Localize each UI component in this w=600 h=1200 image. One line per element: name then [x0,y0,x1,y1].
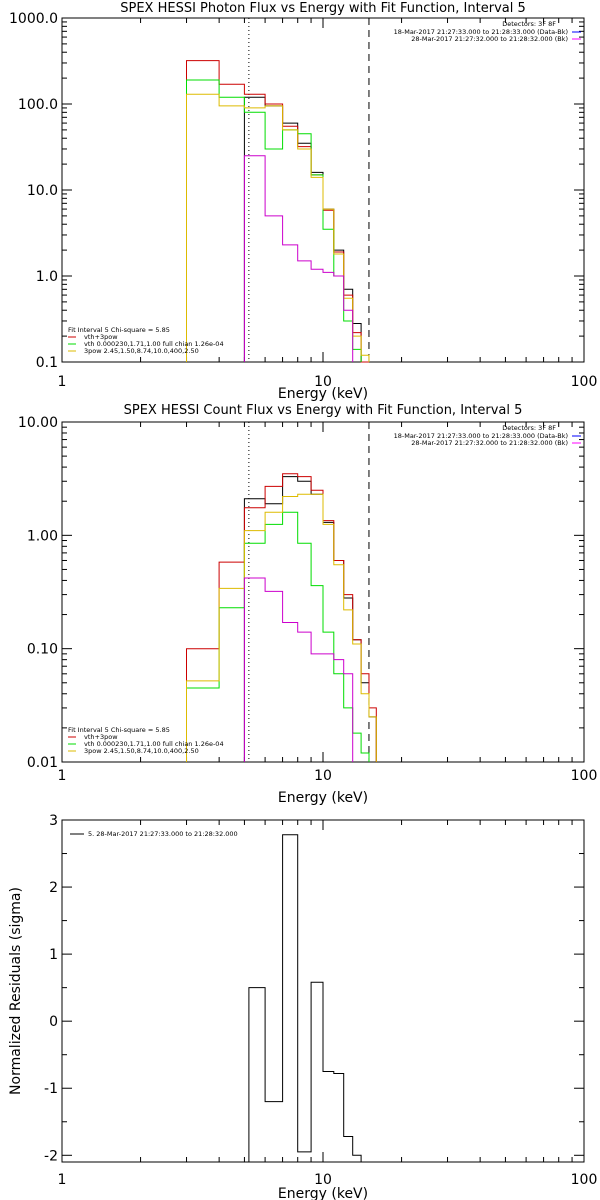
p3-y-tick-label: -1 [44,1081,58,1097]
p2-title: SPEX HESSI Count Flux vs Energy with Fit… [124,403,523,418]
p1-y-tick-label: 10.0 [27,183,58,199]
p3-y-axis-label: Normalized Residuals (sigma) [8,887,24,1095]
p3-legend-entry: 5. 28-Mar-2017 21:27:33.000 to 21:28:32.… [88,830,238,838]
p2-series-4-step [243,577,354,762]
p2-y-tick-label: 1.00 [27,528,58,544]
p1-series-2-step [186,79,362,362]
p2-x-axis-label: Energy (keV) [278,790,368,806]
p2-y-tick-label: 0.01 [27,755,58,771]
p1-x-tick-label: 10 [314,374,332,390]
p3-y-tick-label: 2 [49,880,58,896]
p3-x-tick-label: 100 [571,1172,598,1188]
p1-x-tick-label: 1 [58,374,67,390]
p1-series-3-step [186,93,370,362]
p1-x-axis-label: Energy (keV) [278,386,368,402]
p1-fit-legend-entry: vth+3pow [84,333,118,341]
p2-x-tick-label: 1 [58,768,67,784]
p3-x-tick-label: 1 [58,1172,67,1188]
p2-y-tick-label: 10.00 [18,415,58,431]
p2-x-tick-label: 10 [314,768,332,784]
p2-series-1-step [186,473,377,762]
p3-y-tick-label: 3 [49,813,58,829]
p2-fit-legend-entry: vth 0.000230,1.71,1.00 full chian 1.26e-… [84,740,224,748]
p1-legend-entry: 18-Mar-2017 21:27:33.000 to 21:28:33.000… [394,28,568,36]
p3-y-tick-label: 1 [49,947,58,963]
p2-series-3-step [186,493,377,762]
p3-x-tick-label: 10 [314,1172,332,1188]
p1-series-0-step [243,96,362,362]
p2-legend-header: Detectors: 3F 8F [502,424,556,432]
p1-x-tick-label: 100 [571,374,598,390]
p1-fit-legend-entry: vth 0.000230,1.71,1.00 full chian 1.26e-… [84,340,224,348]
p1-fit-legend-header: Fit Interval 5 Chi-square = 5.85 [68,326,170,334]
p2-series-0-step [243,476,377,762]
p1-y-tick-label: 0.1 [36,355,58,371]
p1-legend-entry: 28-Mar-2017 21:27:32.000 to 21:28:32.000… [411,35,568,43]
p2-legend-entry: 18-Mar-2017 21:27:33.000 to 21:28:33.000… [394,432,568,440]
p2-fit-legend-header: Fit Interval 5 Chi-square = 5.85 [68,726,170,734]
p1-fit-legend-entry: 3pow 2.45,1.50,8.74,10.0,400,2.50 [84,347,199,355]
p2-x-tick-label: 100 [571,768,598,784]
p2-fit-legend-entry: 3pow 2.45,1.50,8.74,10.0,400,2.50 [84,747,199,755]
p1-series-4-step [243,155,354,362]
p1-y-tick-label: 1000.0 [9,11,58,27]
p2-y-tick-label: 0.10 [27,642,58,658]
p2-series-2-step [186,511,370,762]
p1-y-tick-label: 1.0 [36,269,58,285]
p1-y-tick-label: 100.0 [18,97,58,113]
p3-y-tick-label: -2 [44,1148,58,1164]
p2-legend-entry: 28-Mar-2017 21:27:32.000 to 21:28:32.000… [411,439,568,447]
p3-series-0-step [248,834,362,1162]
p2-fit-legend-entry: vth+3pow [84,733,118,741]
p1-title: SPEX HESSI Photon Flux vs Energy with Fi… [120,1,526,16]
p3-x-axis-label: Energy (keV) [278,1186,368,1200]
p3-y-tick-label: 0 [49,1014,58,1030]
p1-legend-header: Detectors: 3F 8F [502,20,556,28]
